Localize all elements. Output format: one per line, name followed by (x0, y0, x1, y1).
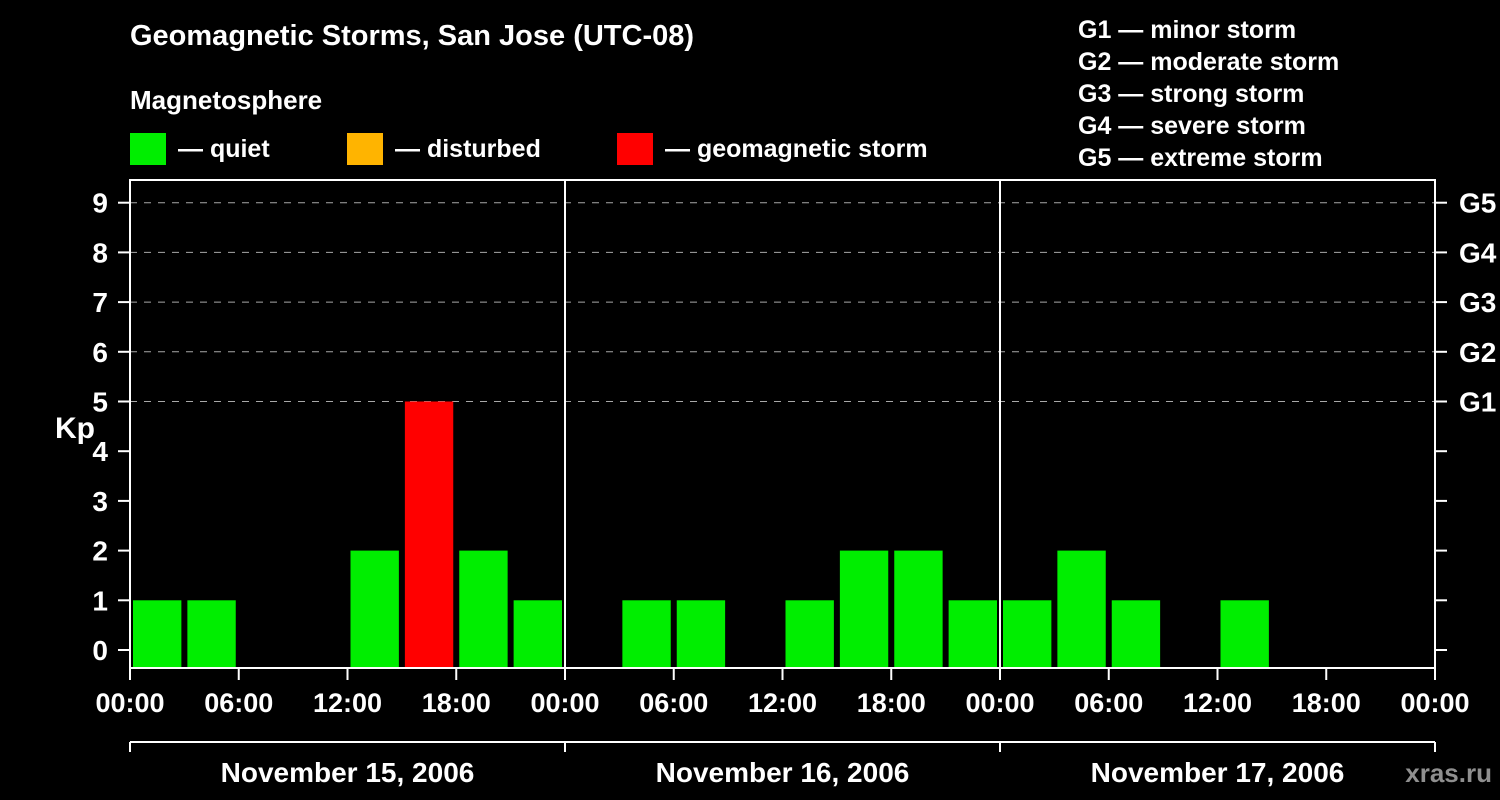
time-tick-label: 00:00 (1400, 688, 1469, 718)
date-label: November 15, 2006 (221, 757, 475, 788)
g-level-label: G3 (1459, 287, 1496, 318)
kp-bar (839, 550, 889, 668)
time-tick-label: 18:00 (422, 688, 491, 718)
time-tick-label: 12:00 (748, 688, 817, 718)
g4-legend-line: G4 — severe storm (1078, 112, 1306, 140)
legend-item-storm: — geomagnetic storm (617, 132, 928, 166)
time-tick-label: 06:00 (1074, 688, 1143, 718)
page-title: Geomagnetic Storms, San Jose (UTC-08) (130, 20, 695, 52)
kp-bar (459, 550, 508, 668)
kp-bar (1057, 550, 1106, 668)
time-tick-label: 06:00 (204, 688, 273, 718)
time-tick-label: 18:00 (1292, 688, 1361, 718)
kp-bar (1220, 600, 1269, 668)
quiet-color-swatch (130, 133, 166, 165)
y-tick-label: 7 (92, 287, 108, 318)
y-tick-label: 1 (92, 585, 108, 616)
plot-frame (129, 179, 1436, 669)
legend-label-storm: — geomagnetic storm (665, 134, 928, 163)
g-level-label: G1 (1459, 387, 1496, 418)
g3-legend-line: G3 — strong storm (1078, 80, 1305, 108)
kp-bar (622, 600, 671, 668)
y-tick-label: 9 (92, 188, 108, 219)
g2-legend-line: G2 — moderate storm (1078, 48, 1340, 76)
time-tick-label: 18:00 (857, 688, 926, 718)
time-tick-label: 00:00 (965, 688, 1034, 718)
g-scale-legend: G1 — minor storm G2 — moderate storm G3 … (1078, 14, 1339, 174)
legend-item-disturbed: — disturbed (347, 132, 541, 166)
time-tick-label: 00:00 (530, 688, 599, 718)
y-tick-label: 5 (92, 387, 108, 418)
kp-bar (513, 600, 562, 668)
y-tick-label: 0 (92, 635, 108, 666)
g-level-label: G2 (1459, 337, 1496, 368)
date-label: November 16, 2006 (656, 757, 910, 788)
kp-bar (676, 600, 726, 668)
storm-color-swatch (617, 133, 653, 165)
time-tick-label: 12:00 (1183, 688, 1252, 718)
kp-bar (948, 600, 997, 668)
y-tick-label: 2 (92, 536, 108, 567)
kp-bar (133, 600, 182, 668)
g5-legend-line: G5 — extreme storm (1078, 144, 1323, 172)
disturbed-color-swatch (347, 133, 383, 165)
g1-legend-line: G1 — minor storm (1078, 16, 1297, 44)
g-level-label: G5 (1459, 188, 1496, 219)
y-tick-label: 4 (92, 436, 108, 467)
y-tick-label: 6 (92, 337, 108, 368)
date-label: November 17, 2006 (1091, 757, 1345, 788)
kp-bar (894, 550, 943, 668)
kp-bar (1111, 600, 1161, 668)
y-axis-title: Kp (55, 412, 95, 445)
time-tick-label: 00:00 (95, 688, 164, 718)
y-tick-label: 8 (92, 237, 108, 268)
watermark: xras.ru (1405, 758, 1492, 788)
time-tick-label: 06:00 (639, 688, 708, 718)
y-tick-label: 3 (92, 486, 108, 517)
kp-bar (785, 600, 834, 668)
kp-bar (187, 600, 236, 668)
legend-label-disturbed: — disturbed (395, 134, 541, 163)
g-level-label: G4 (1459, 237, 1497, 268)
magnetosphere-label: Magnetosphere (130, 85, 323, 115)
legend-item-quiet: — quiet (130, 132, 270, 166)
kp-bar (1003, 600, 1052, 668)
time-tick-label: 12:00 (313, 688, 382, 718)
kp-bar (350, 550, 399, 668)
legend-label-quiet: — quiet (178, 134, 270, 163)
kp-bar (404, 401, 454, 668)
